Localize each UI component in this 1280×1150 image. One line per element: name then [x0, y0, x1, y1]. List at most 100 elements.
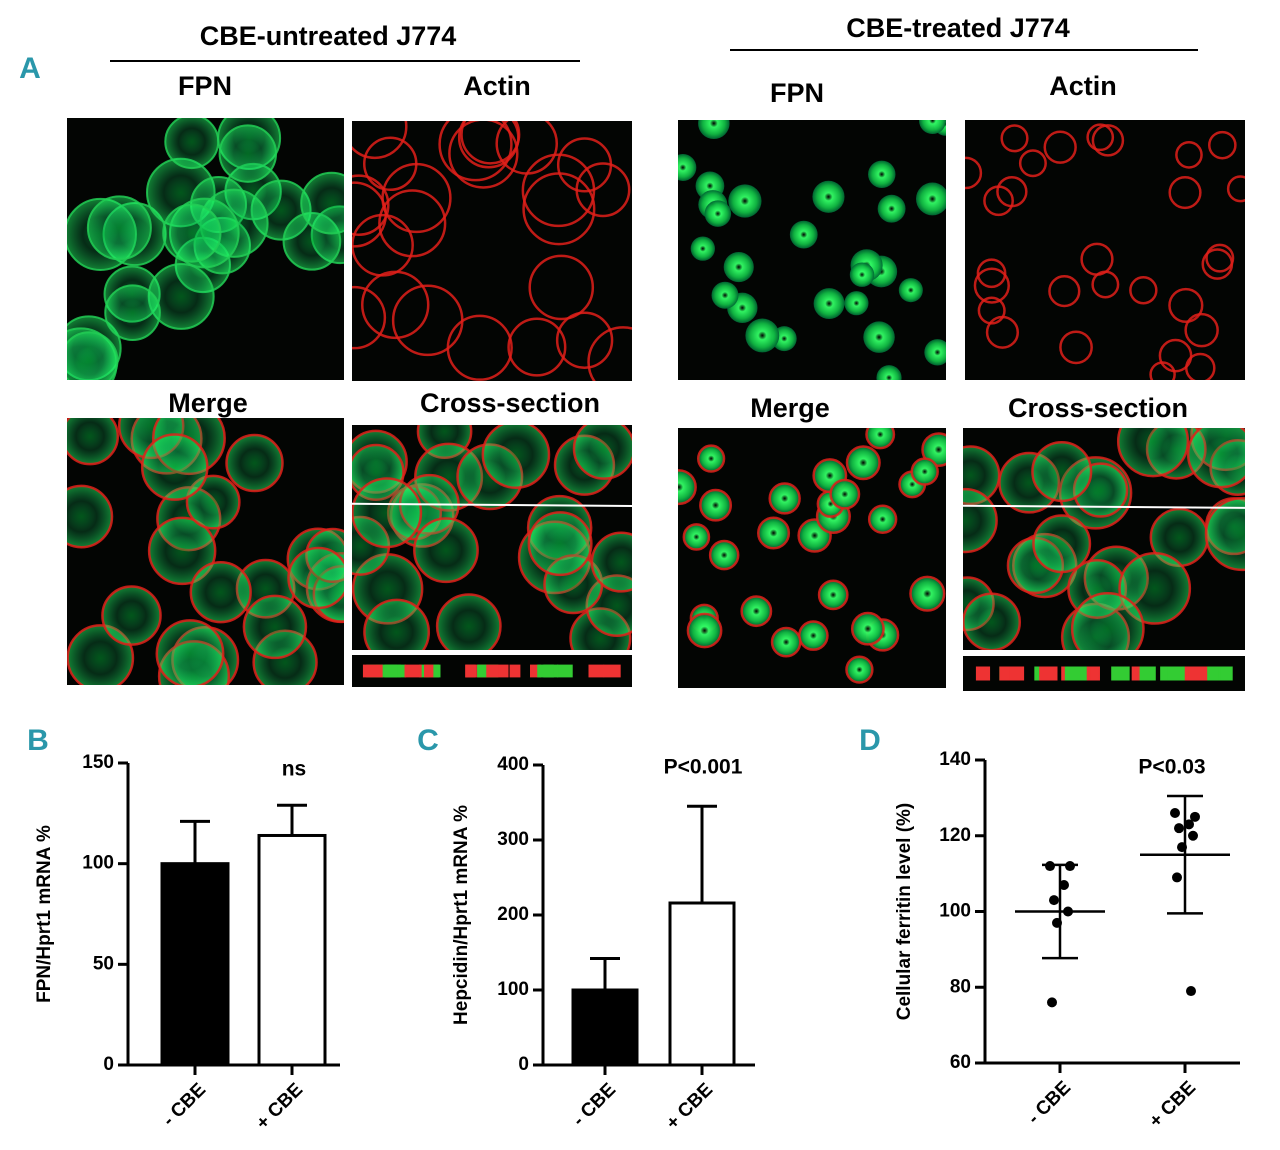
cell	[189, 561, 252, 624]
image-label: Actin	[1049, 71, 1117, 101]
cell	[522, 172, 596, 246]
cell	[757, 516, 791, 550]
image-label: Cross-section	[1008, 393, 1188, 423]
cell	[1201, 248, 1234, 280]
cells	[352, 425, 632, 650]
panel-letter: B	[27, 724, 49, 757]
data-point	[1052, 917, 1062, 928]
strip-signal	[495, 664, 509, 678]
cell	[745, 318, 780, 353]
data-point	[1184, 819, 1194, 830]
cell	[678, 469, 697, 506]
strip-signal	[1167, 666, 1185, 681]
cell	[909, 575, 946, 612]
cell	[865, 428, 896, 450]
cell	[457, 121, 520, 169]
section-line	[351, 502, 633, 507]
cell	[985, 315, 1020, 349]
y-axis-label: Hepcidin/Hprt1 mRNA %	[451, 805, 472, 1025]
cell	[1000, 124, 1029, 153]
y-tick-label: 60	[950, 1052, 971, 1073]
cell	[140, 433, 209, 501]
image-label: Merge	[168, 388, 248, 418]
cell	[1129, 276, 1158, 305]
data-point	[1047, 997, 1057, 1008]
data-point	[1190, 811, 1200, 822]
cell	[850, 611, 885, 646]
y-tick-label: 100	[82, 853, 114, 874]
cell	[963, 592, 1022, 650]
panel-letter: D	[859, 724, 881, 757]
cell	[572, 425, 632, 480]
cells	[67, 118, 344, 380]
cells	[678, 120, 946, 380]
cell	[1205, 243, 1235, 273]
cell	[919, 120, 946, 135]
micrograph	[67, 118, 344, 380]
cell	[413, 517, 479, 584]
cell	[690, 236, 715, 261]
cell	[849, 262, 875, 287]
cell	[1226, 175, 1245, 203]
cell	[789, 220, 818, 249]
cell	[868, 160, 896, 189]
cell	[67, 331, 119, 380]
cell	[527, 511, 593, 577]
cell	[556, 137, 613, 193]
cell	[555, 311, 614, 369]
cell	[915, 182, 946, 216]
strip-signal	[397, 664, 407, 678]
cell	[1080, 242, 1114, 276]
strip-signal	[1131, 666, 1141, 681]
cell	[1208, 130, 1237, 160]
y-tick-label: 200	[497, 904, 529, 925]
cells	[965, 123, 1245, 380]
y-tick-label: 0	[103, 1054, 114, 1075]
micrograph	[678, 428, 946, 688]
panel-letter: C	[417, 724, 439, 757]
strip-signal	[432, 664, 439, 678]
image-frame	[965, 120, 1245, 380]
strip-signal	[404, 664, 422, 678]
cell	[435, 593, 502, 650]
cell	[1031, 440, 1093, 503]
image-label: FPN	[770, 78, 824, 108]
bar	[257, 833, 327, 1067]
strip-signal	[509, 664, 521, 678]
cell	[1032, 514, 1092, 574]
cell	[352, 121, 408, 160]
data-point	[1065, 861, 1075, 872]
cell	[1168, 287, 1204, 324]
y-tick-label: 80	[950, 976, 971, 997]
cell	[1043, 130, 1077, 164]
strip-signal	[362, 664, 383, 678]
x-tick-label: - CBE	[1024, 1077, 1075, 1128]
cell	[495, 121, 558, 175]
cell	[590, 531, 632, 593]
micrograph	[352, 121, 632, 381]
cell	[845, 445, 881, 481]
cell	[711, 281, 739, 309]
data-point	[1188, 830, 1198, 841]
cell	[983, 185, 1014, 217]
strip-signal	[551, 664, 559, 678]
cell	[67, 418, 120, 466]
annotation: P<0.001	[664, 756, 743, 779]
cell	[446, 314, 513, 381]
y-tick-label: 140	[939, 749, 971, 770]
micrograph	[963, 656, 1245, 691]
cells	[352, 121, 632, 381]
image-label: FPN	[178, 71, 232, 101]
y-tick-label: 150	[82, 752, 114, 773]
micrograph	[352, 655, 632, 687]
section-line	[962, 504, 1246, 509]
cell	[1186, 428, 1245, 489]
cell	[708, 539, 740, 571]
strip-signal	[1009, 666, 1019, 681]
strip-signal	[557, 664, 573, 678]
cell	[698, 120, 730, 140]
strip-signal	[1220, 666, 1233, 681]
cell	[352, 174, 390, 236]
strip-signal	[603, 664, 621, 678]
cells	[67, 418, 344, 685]
